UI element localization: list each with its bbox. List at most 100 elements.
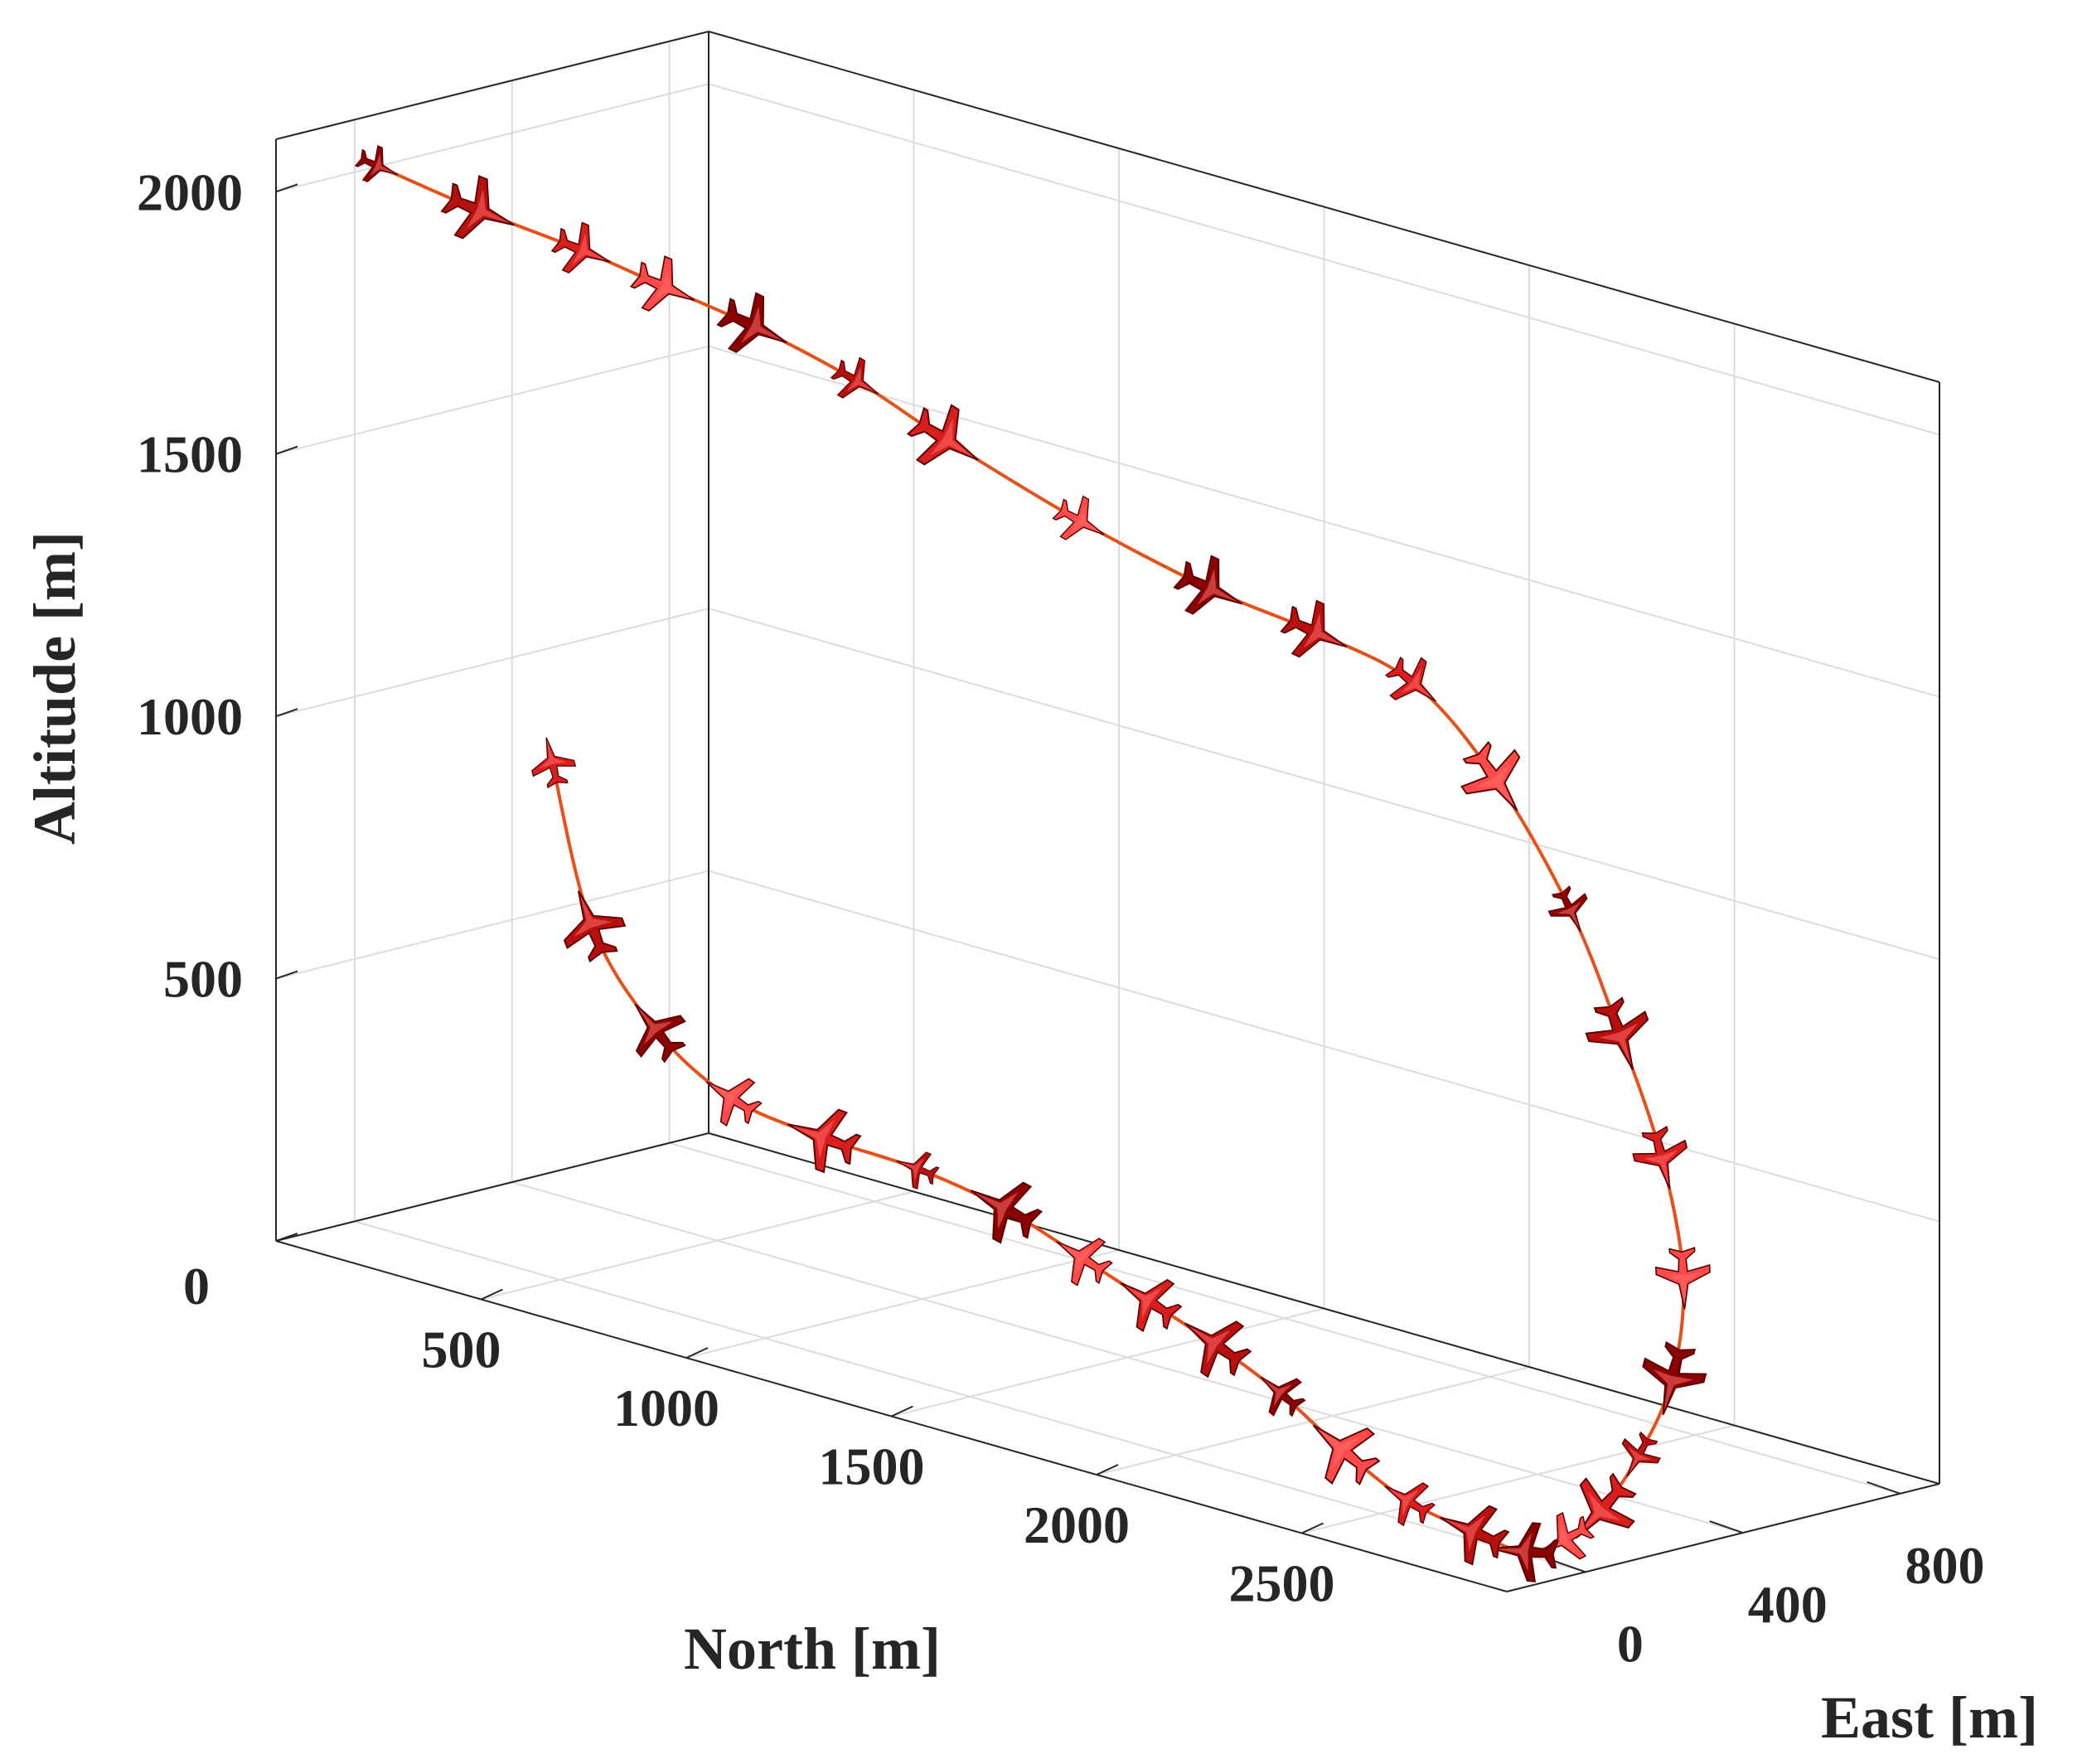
flight-path-line: [377, 164, 1686, 1553]
grid-line-north: [685, 1249, 1120, 1359]
aircraft-marker: [906, 404, 979, 466]
grid-line-north: [891, 1307, 1324, 1418]
aircraft-marker: [1632, 1126, 1688, 1190]
aircraft-marker: [1280, 599, 1348, 658]
aircraft-wing-highlight: [572, 233, 608, 265]
tick-east: [1867, 1480, 1901, 1495]
aircraft-wing-highlight: [1599, 1023, 1639, 1066]
aircraft-body: [970, 1181, 1043, 1244]
aircraft-wing-highlight: [792, 1119, 835, 1160]
grid-line-east: [511, 1181, 1744, 1534]
aircraft-marker: [1173, 555, 1243, 615]
aircraft-wing-highlight: [1123, 1285, 1163, 1320]
tick-altitude: [275, 1233, 298, 1242]
aircraft-body: [1280, 599, 1348, 658]
aircraft-marker: [716, 292, 787, 353]
tick-north: [1301, 1522, 1324, 1534]
tick-label-east: 800: [1905, 1536, 1985, 1595]
aircraft-marker: [1460, 740, 1521, 812]
tick-north: [1096, 1464, 1119, 1476]
grid-line-altitude: [275, 345, 709, 455]
aircraft-marker: [1384, 1482, 1436, 1527]
aircraft-marker: [634, 1003, 686, 1064]
grid-line-altitude: [708, 345, 1940, 698]
aircraft-marker: [550, 221, 611, 274]
box-edge: [1506, 1483, 1940, 1592]
aircraft-wing-highlight: [637, 1006, 673, 1045]
z-axis-label: Altitude [m]: [22, 531, 88, 845]
tick-north: [685, 1347, 709, 1359]
aircraft-wing-highlight: [1262, 1379, 1293, 1407]
aircraft-wing-highlight: [1069, 506, 1102, 534]
aircraft-marker: [1440, 1505, 1510, 1566]
aircraft-wing-highlight: [1653, 1369, 1694, 1411]
aircraft-wing-highlight: [1188, 1325, 1231, 1364]
grid-line-north: [481, 1190, 914, 1301]
aircraft-marker: [354, 144, 399, 183]
aircraft-markers: [354, 144, 1711, 1582]
grid-line-altitude: [275, 608, 709, 718]
grid-line-altitude: [275, 83, 709, 193]
aircraft-wing-highlight: [1387, 1487, 1419, 1516]
aircraft-wing-highlight: [740, 306, 783, 343]
aircraft-wing-highlight: [930, 419, 975, 458]
aircraft-marker: [1184, 1321, 1252, 1379]
aircraft-wing-highlight: [1628, 1447, 1652, 1475]
aircraft-wing-highlight: [1444, 1514, 1485, 1553]
tick-label-north: 2500: [1229, 1554, 1335, 1613]
aircraft-marker: [970, 1181, 1043, 1244]
grid-line-east: [669, 1141, 1901, 1495]
aircraft-wing-highlight: [846, 366, 876, 393]
aircraft-wing-highlight: [1059, 1243, 1095, 1275]
aircraft-wing-highlight: [1494, 1532, 1533, 1572]
tick-altitude: [275, 183, 298, 193]
aircraft-wing-highlight: [709, 1083, 744, 1115]
aircraft-marker: [1052, 495, 1105, 540]
aircraft-marker: [531, 737, 577, 788]
grid-line-altitude: [275, 870, 709, 980]
aircraft-marker: [440, 175, 515, 240]
grid-line-altitude: [708, 870, 1940, 1223]
tick-label-north: 500: [422, 1321, 501, 1379]
aircraft-body: [1621, 1431, 1661, 1477]
tick-label-east: 0: [1617, 1614, 1644, 1673]
tick-label-east: 400: [1748, 1575, 1828, 1634]
aircraft-marker: [1120, 1278, 1183, 1332]
aircraft-marker: [896, 1151, 940, 1190]
aircraft-wing-highlight: [1303, 613, 1344, 648]
box-edge: [275, 31, 709, 140]
aircraft-wing-highlight: [652, 268, 691, 303]
grid-line-north: [1301, 1424, 1735, 1534]
aircraft-wing-highlight: [898, 1158, 924, 1182]
aircraft-marker: [563, 890, 627, 963]
tick-label-altitude: 0: [183, 1257, 210, 1316]
tick-north: [891, 1405, 913, 1418]
aircraft-marker: [1575, 1472, 1637, 1539]
tick-label-north: 1500: [819, 1437, 925, 1496]
tick-label-altitude: 1000: [137, 687, 243, 746]
aircraft-marker: [629, 255, 695, 312]
aircraft-marker: [1312, 1424, 1381, 1485]
aircraft-wing-highlight: [1542, 1523, 1576, 1552]
axes-box: [275, 31, 1940, 1592]
tick-label-altitude: 2000: [137, 162, 243, 221]
grid-lines: [275, 41, 1940, 1573]
grid-line-east: [354, 1220, 1586, 1573]
tick-label-altitude: 500: [163, 950, 243, 1009]
tick-north: [481, 1288, 503, 1301]
aircraft-marker: [1585, 996, 1649, 1070]
aircraft-wing-highlight: [1665, 1272, 1702, 1306]
box-edge: [708, 31, 1940, 383]
aircraft-marker: [1491, 1522, 1560, 1582]
tick-label-north: 1000: [613, 1379, 719, 1437]
aircraft-body: [1173, 555, 1243, 615]
aircraft-marker: [1547, 885, 1588, 933]
aircraft-marker: [787, 1108, 862, 1174]
aircraft-wing-highlight: [1475, 763, 1515, 807]
aircraft-marker: [830, 356, 879, 399]
aircraft-marker: [1621, 1431, 1661, 1477]
box-edge: [708, 1132, 1940, 1485]
grid-line-altitude: [708, 608, 1940, 961]
tick-altitude: [275, 708, 298, 718]
tick-east: [1709, 1520, 1744, 1534]
